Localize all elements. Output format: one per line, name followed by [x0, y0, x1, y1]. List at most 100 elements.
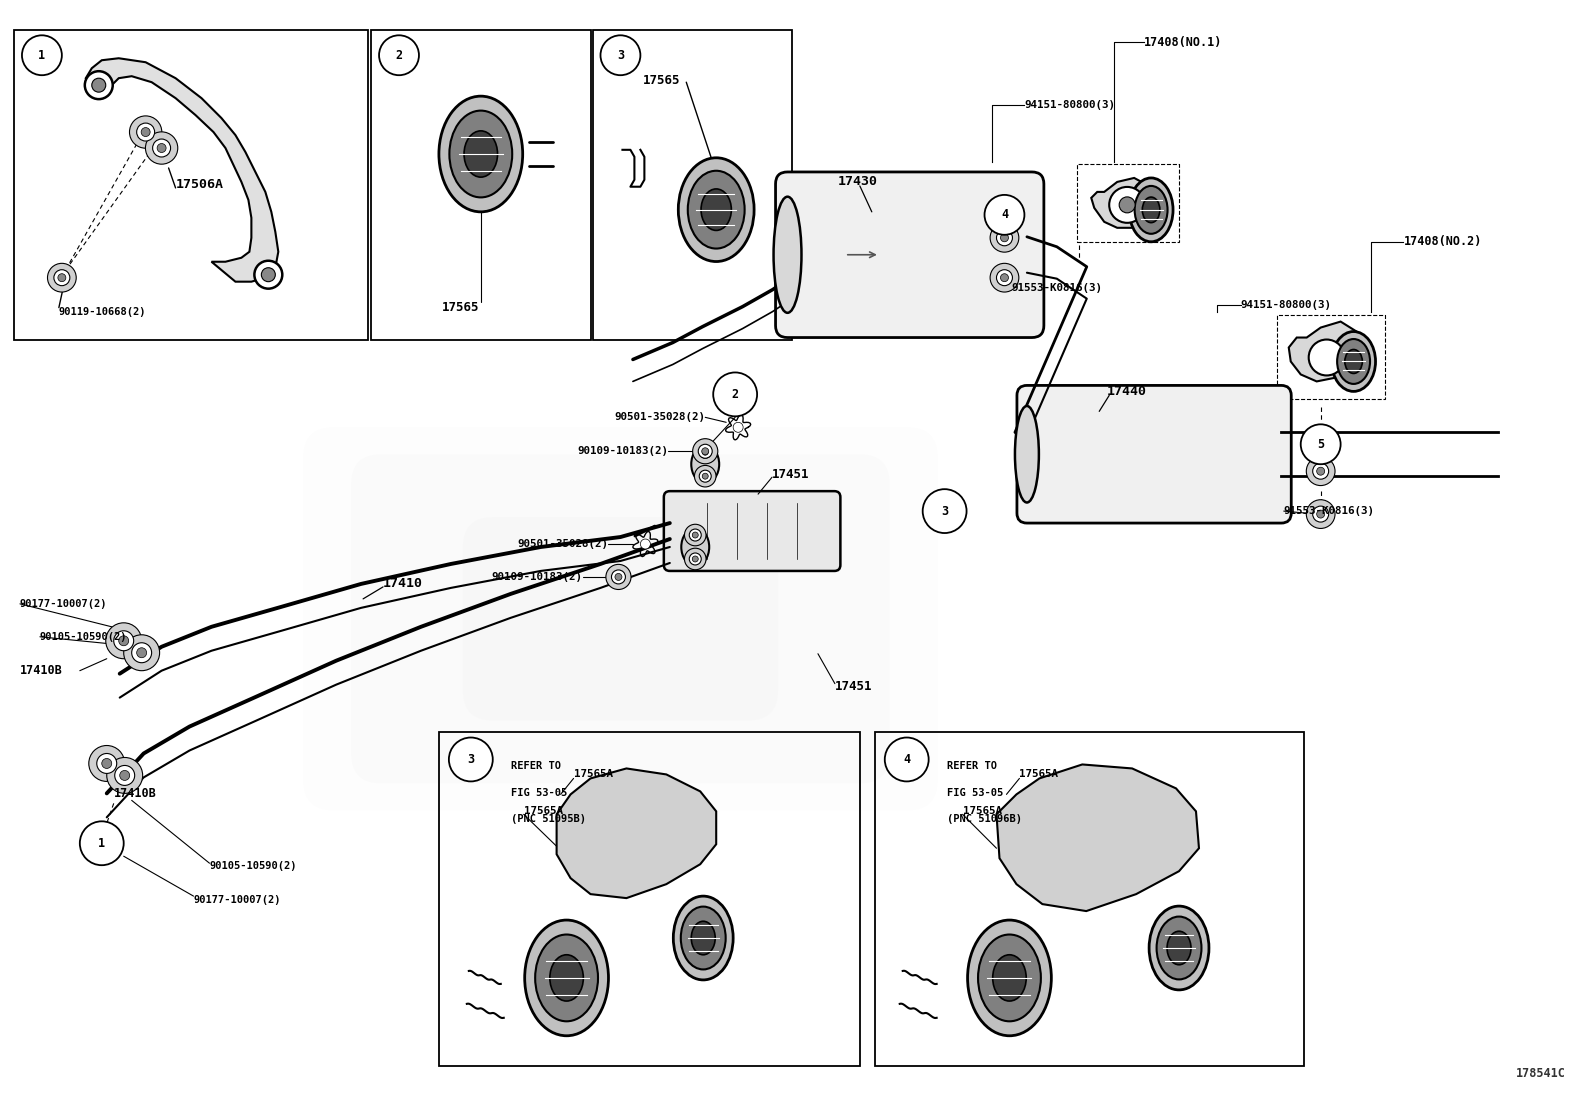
Ellipse shape: [673, 896, 734, 980]
Polygon shape: [86, 58, 279, 281]
Circle shape: [153, 140, 170, 157]
FancyBboxPatch shape: [1017, 386, 1291, 523]
Circle shape: [693, 556, 699, 562]
Circle shape: [113, 631, 134, 651]
Circle shape: [923, 489, 966, 533]
Text: 94151-80800(3): 94151-80800(3): [1024, 100, 1116, 110]
Circle shape: [1301, 424, 1340, 464]
Text: 4: 4: [903, 753, 911, 766]
Circle shape: [997, 230, 1013, 246]
Text: 2: 2: [732, 388, 739, 401]
Polygon shape: [997, 765, 1199, 911]
Circle shape: [22, 35, 62, 75]
Text: 90501-35028(2): 90501-35028(2): [517, 539, 608, 550]
Circle shape: [255, 260, 282, 289]
Circle shape: [685, 524, 705, 546]
Text: 94151-80800(3): 94151-80800(3): [1240, 300, 1333, 310]
Circle shape: [92, 78, 105, 92]
Circle shape: [685, 548, 705, 569]
Text: 90177-10007(2): 90177-10007(2): [21, 599, 108, 609]
Text: 17565A: 17565A: [1019, 769, 1059, 779]
Circle shape: [997, 269, 1013, 286]
Circle shape: [1317, 510, 1325, 518]
Polygon shape: [1091, 178, 1154, 227]
Circle shape: [1119, 197, 1135, 213]
Polygon shape: [1290, 322, 1361, 381]
FancyBboxPatch shape: [775, 171, 1044, 337]
Circle shape: [990, 223, 1019, 252]
Circle shape: [137, 123, 154, 141]
Circle shape: [145, 132, 178, 164]
Circle shape: [734, 422, 743, 432]
Circle shape: [1313, 507, 1329, 522]
Ellipse shape: [681, 907, 726, 969]
Circle shape: [379, 35, 419, 75]
Text: 5: 5: [1317, 437, 1325, 451]
Text: (PNC 51095B): (PNC 51095B): [511, 814, 586, 824]
Circle shape: [105, 623, 142, 658]
Ellipse shape: [681, 528, 708, 566]
Circle shape: [694, 465, 716, 487]
Ellipse shape: [993, 955, 1027, 1001]
Circle shape: [1307, 457, 1336, 486]
Ellipse shape: [1149, 906, 1208, 990]
Text: 90119-10668(2): 90119-10668(2): [59, 307, 146, 317]
Text: 4: 4: [1001, 209, 1008, 221]
Text: 1: 1: [38, 48, 46, 62]
Ellipse shape: [968, 920, 1051, 1035]
Text: 17565: 17565: [443, 301, 479, 314]
Ellipse shape: [1135, 186, 1167, 234]
Circle shape: [54, 269, 70, 286]
Ellipse shape: [549, 955, 583, 1001]
Ellipse shape: [774, 197, 801, 313]
Text: 17451: 17451: [834, 680, 872, 693]
Circle shape: [1000, 274, 1008, 281]
Text: 17506A: 17506A: [175, 178, 223, 191]
Circle shape: [699, 470, 712, 482]
Ellipse shape: [525, 920, 608, 1035]
Text: REFER TO: REFER TO: [947, 762, 997, 771]
Ellipse shape: [449, 111, 513, 198]
Ellipse shape: [1337, 338, 1371, 384]
Ellipse shape: [1143, 197, 1161, 223]
FancyBboxPatch shape: [664, 491, 841, 571]
Text: 17408(NO.2): 17408(NO.2): [1404, 235, 1482, 248]
Circle shape: [702, 449, 708, 455]
Polygon shape: [557, 768, 716, 898]
Circle shape: [48, 264, 76, 292]
Circle shape: [694, 442, 716, 463]
Circle shape: [119, 636, 129, 646]
Text: 90177-10007(2): 90177-10007(2): [194, 895, 282, 906]
Text: 17410: 17410: [384, 577, 423, 590]
Circle shape: [1317, 467, 1325, 475]
Ellipse shape: [700, 189, 731, 231]
Circle shape: [115, 765, 135, 786]
Text: 17565A: 17565A: [573, 769, 613, 779]
Text: 90501-35028(2): 90501-35028(2): [615, 412, 705, 422]
Ellipse shape: [535, 934, 599, 1021]
Circle shape: [137, 647, 146, 657]
Text: 90109-10183(2): 90109-10183(2): [492, 571, 583, 582]
Text: 3: 3: [468, 753, 474, 766]
Ellipse shape: [463, 131, 498, 177]
Ellipse shape: [691, 921, 715, 955]
Circle shape: [885, 737, 928, 781]
Circle shape: [158, 144, 166, 153]
Text: 90105-10590(2): 90105-10590(2): [40, 632, 127, 642]
Text: 17410B: 17410B: [21, 664, 62, 677]
Circle shape: [990, 264, 1019, 292]
Circle shape: [611, 570, 626, 584]
FancyBboxPatch shape: [463, 518, 778, 721]
Circle shape: [261, 268, 275, 281]
Circle shape: [102, 758, 111, 768]
Circle shape: [107, 757, 143, 793]
Text: 17565A: 17565A: [963, 807, 1001, 817]
Circle shape: [129, 115, 162, 148]
Ellipse shape: [1156, 917, 1202, 979]
Ellipse shape: [678, 158, 755, 262]
Circle shape: [699, 444, 712, 458]
Circle shape: [640, 539, 651, 550]
Ellipse shape: [1129, 178, 1173, 242]
Text: 17410B: 17410B: [113, 787, 156, 800]
Circle shape: [119, 770, 129, 780]
